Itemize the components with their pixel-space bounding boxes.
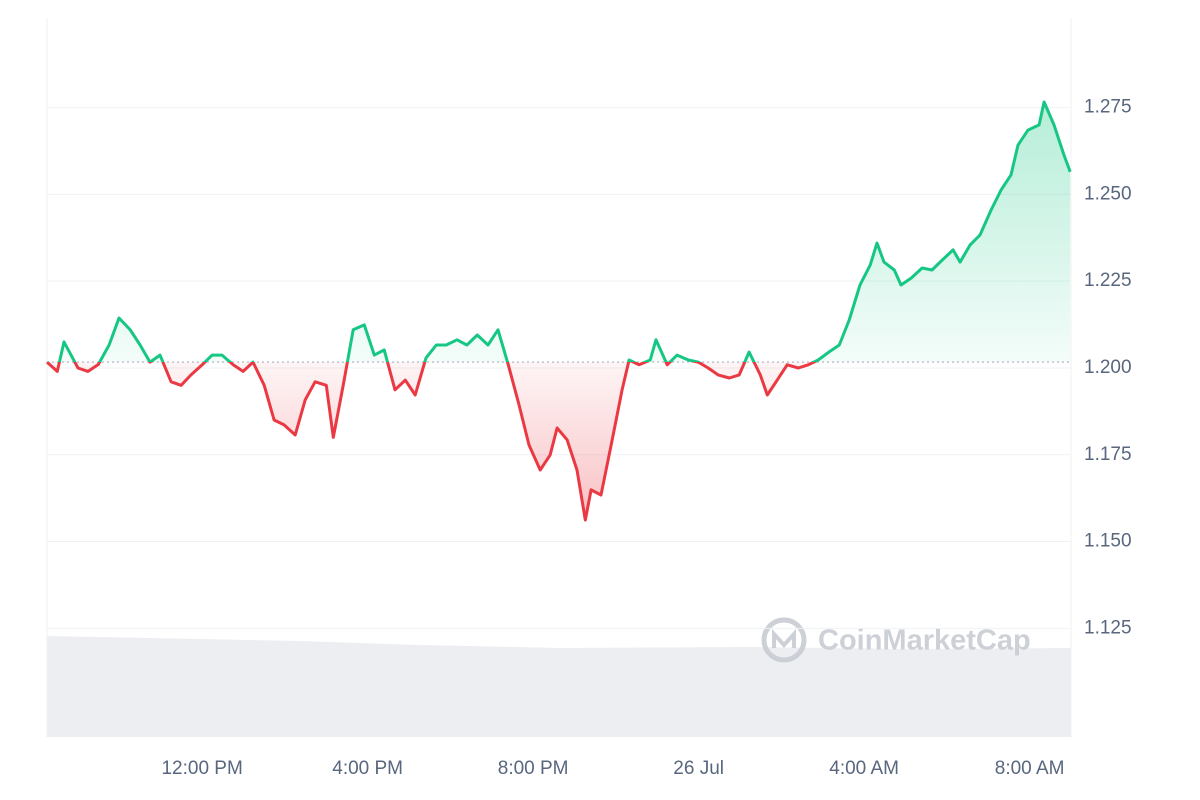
y-tick-label: 1.150 (1084, 531, 1132, 552)
x-tick-label: 4:00 PM (332, 758, 403, 779)
x-tick-label: 12:00 PM (161, 758, 242, 779)
watermark-text: CoinMarketCap (818, 625, 1031, 657)
x-tick-label: 8:00 AM (995, 758, 1065, 779)
price-area (47, 102, 1071, 520)
volume-area (47, 636, 1071, 737)
y-tick-label: 1.275 (1084, 97, 1132, 118)
x-tick-label: 8:00 PM (498, 758, 569, 779)
price-line (45, 100, 1072, 522)
y-tick-label: 1.125 (1084, 617, 1132, 638)
y-tick-label: 1.175 (1084, 444, 1132, 465)
x-tick-label: 26 Jul (673, 758, 724, 779)
watermark-logo (761, 617, 807, 663)
y-tick-label: 1.225 (1084, 270, 1132, 291)
x-tick-label: 4:00 AM (829, 758, 899, 779)
watermark: CoinMarketCap (761, 617, 1031, 663)
watermark-logo-mark (772, 628, 796, 648)
y-tick-label: 1.250 (1084, 183, 1132, 204)
y-tick-label: 1.200 (1084, 357, 1132, 378)
